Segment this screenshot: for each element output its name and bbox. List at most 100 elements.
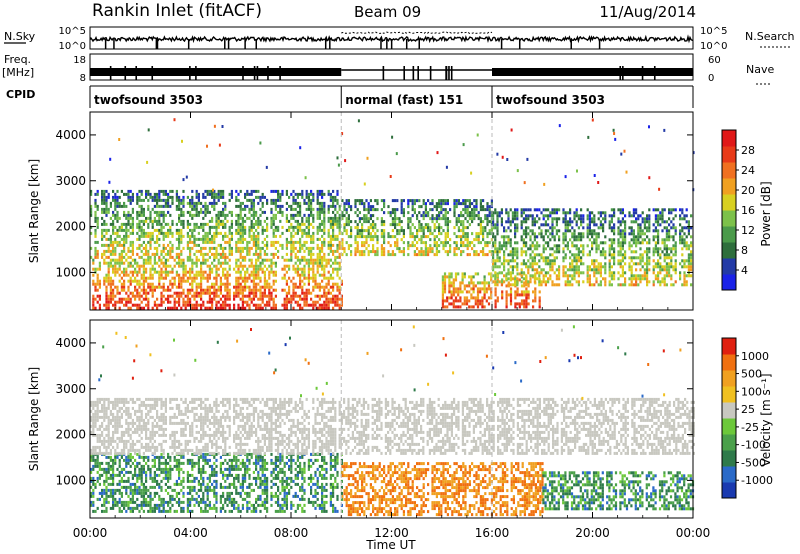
- heatmap-cell: [624, 241, 627, 245]
- heatmap-cell: [290, 300, 293, 304]
- heatmap-cell: [107, 461, 110, 465]
- heatmap-cell: [294, 246, 297, 250]
- heatmap-cell: [211, 285, 214, 289]
- heatmap-cell: [131, 192, 134, 196]
- heatmap-cell: [476, 133, 479, 137]
- heatmap-cell: [687, 226, 690, 230]
- heatmap-cell: [189, 228, 192, 232]
- heatmap-cell: [175, 192, 178, 196]
- heatmap-cell: [595, 241, 598, 245]
- heatmap-cell: [191, 240, 194, 244]
- heatmap-cell: [116, 189, 119, 193]
- heatmap-cell: [180, 201, 183, 205]
- heatmap-cell: [411, 202, 414, 206]
- heatmap-cell: [527, 302, 530, 306]
- heatmap-cell: [105, 297, 108, 301]
- heatmap-cell: [164, 222, 167, 226]
- heatmap-cell: [186, 246, 189, 250]
- heatmap-cell: [588, 226, 591, 230]
- heatmap-cell: [608, 247, 611, 251]
- heatmap-cell: [96, 192, 99, 196]
- heatmap-cell: [462, 143, 465, 147]
- heatmap-cell: [531, 229, 534, 233]
- heatmap-cell: [659, 211, 662, 215]
- heatmap-cell: [444, 250, 447, 254]
- heatmap-cell: [305, 261, 308, 265]
- heatmap-cell: [125, 273, 128, 277]
- heatmap-cell: [290, 207, 293, 211]
- heatmap-cell: [239, 225, 242, 229]
- heatmap-cell: [562, 220, 565, 224]
- heatmap-cell: [202, 303, 205, 307]
- heatmap-cell: [593, 265, 596, 269]
- heatmap-cell: [516, 287, 519, 291]
- heatmap-cell: [145, 291, 148, 295]
- heatmap-cell: [114, 497, 117, 501]
- heatmap-cell: [533, 223, 536, 227]
- heatmap-cell: [621, 247, 624, 251]
- heatmap-cell: [494, 211, 497, 215]
- heatmap-cell: [136, 225, 139, 229]
- heatmap-cell: [272, 261, 275, 265]
- heatmap-cell: [274, 201, 277, 205]
- heatmap-cell: [296, 201, 299, 205]
- heatmap-cell: [224, 282, 227, 286]
- heatmap-cell: [290, 216, 293, 220]
- heatmap-cell: [659, 256, 662, 260]
- heatmap-cell: [407, 223, 410, 227]
- heatmap-cell: [597, 217, 600, 221]
- heatmap-cell: [167, 249, 170, 253]
- heatmap-cell: [94, 255, 97, 259]
- heatmap-cell: [147, 306, 150, 310]
- heatmap-cell: [500, 283, 503, 287]
- heatmap-cell: [266, 258, 269, 262]
- heatmap-cell: [255, 195, 258, 199]
- heatmap-cell: [549, 214, 552, 218]
- heatmap-cell: [120, 270, 123, 274]
- heatmap-cell: [107, 297, 110, 301]
- heatmap-cell: [105, 210, 108, 214]
- heatmap-cell: [505, 208, 508, 212]
- heatmap-cell: [255, 189, 258, 193]
- heatmap-cell: [591, 229, 594, 233]
- heatmap-cell: [323, 204, 326, 208]
- heatmap-cell: [391, 217, 394, 221]
- heatmap-cell: [101, 207, 104, 211]
- heatmap-cell: [635, 256, 638, 260]
- heatmap-cell: [668, 262, 671, 266]
- heatmap-cell: [365, 208, 368, 212]
- heatmap-cell: [619, 283, 622, 287]
- heatmap-cell: [573, 256, 576, 260]
- heatmap-cell: [226, 288, 229, 292]
- heatmap-cell: [310, 198, 313, 202]
- heatmap-cell: [195, 204, 198, 208]
- heatmap-cell: [460, 223, 463, 227]
- heatmap-cell: [569, 256, 572, 260]
- heatmap-cell: [108, 180, 111, 184]
- heatmap-cell: [450, 272, 453, 276]
- heatmap-cell: [332, 237, 335, 241]
- heatmap-cell: [613, 211, 616, 215]
- heatmap-cell: [511, 259, 514, 263]
- heatmap-cell: [98, 282, 101, 286]
- heatmap-cell: [142, 228, 145, 232]
- heatmap-cell: [643, 217, 646, 221]
- heatmap-cell: [496, 274, 499, 278]
- heatmap-cell: [522, 241, 525, 245]
- heatmap-cell: [158, 219, 161, 223]
- heatmap-cell: [301, 192, 304, 196]
- heatmap-cell: [337, 163, 340, 167]
- heatmap-cell: [599, 271, 602, 275]
- heatmap-cell: [162, 300, 165, 304]
- heatmap-cell: [389, 211, 392, 215]
- heatmap-cell: [505, 241, 508, 245]
- heatmap-cell: [361, 229, 364, 233]
- heatmap-cell: [610, 226, 613, 230]
- heatmap-cell: [383, 247, 386, 251]
- heatmap-cell: [173, 264, 176, 268]
- heatmap-cell: [407, 247, 410, 251]
- heatmap-cell: [582, 217, 585, 221]
- heatmap-cell: [215, 267, 218, 271]
- heatmap-cell: [507, 217, 510, 221]
- heatmap-cell: [569, 280, 572, 284]
